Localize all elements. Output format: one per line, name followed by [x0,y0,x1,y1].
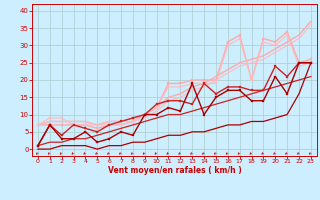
X-axis label: Vent moyen/en rafales ( km/h ): Vent moyen/en rafales ( km/h ) [108,166,241,175]
